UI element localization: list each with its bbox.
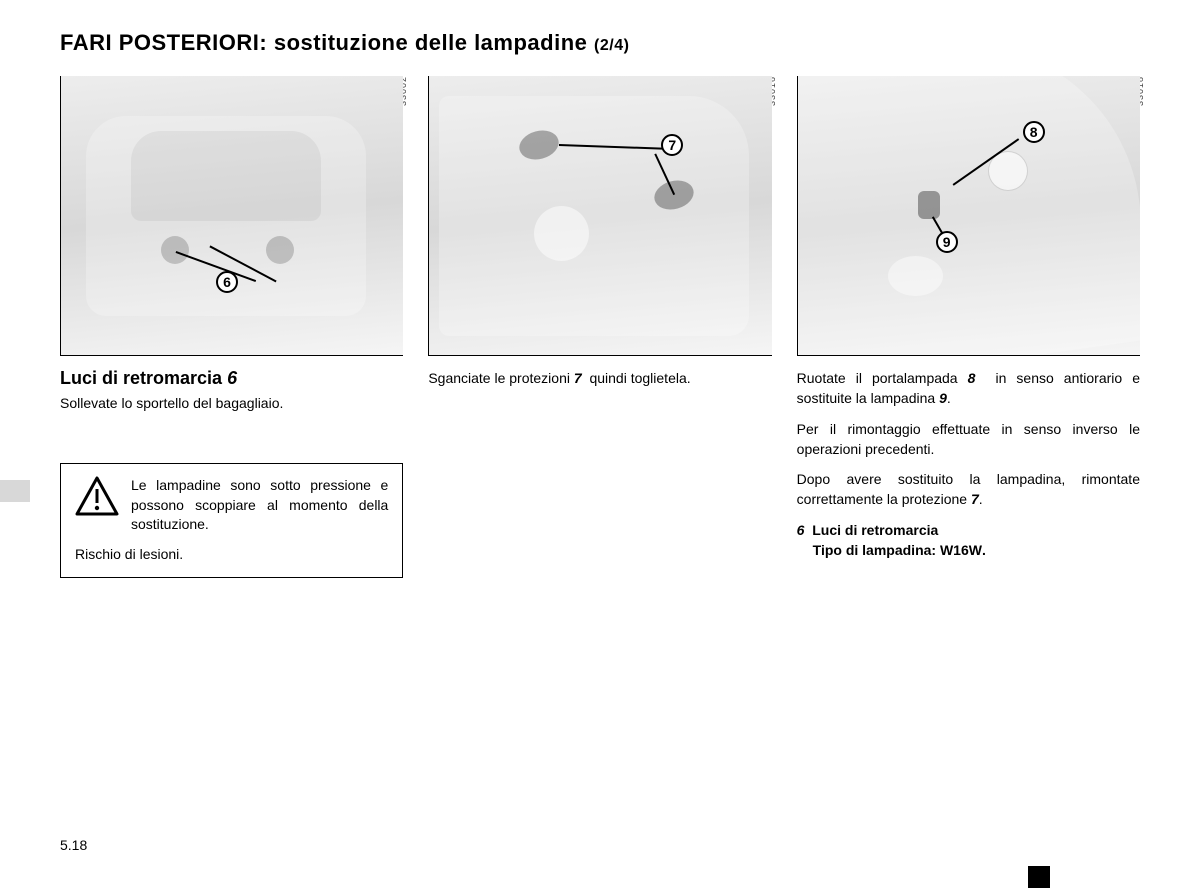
figure-2-wrap: 33016 7 xyxy=(428,76,771,356)
col3-p3-post: . xyxy=(979,491,983,507)
col3-spec-name: Luci di retromarcia xyxy=(812,522,938,538)
warning-text-1: Le lampadine sono sotto pressione e poss… xyxy=(131,476,388,535)
col3-p1-ref2: 9 xyxy=(939,390,947,406)
warning-box: Le lampadine sono sotto pressione e poss… xyxy=(60,463,403,577)
col3-p1: Ruotate il portalampada 8 in senso antio… xyxy=(797,368,1140,409)
figure-3: 8 9 xyxy=(797,76,1140,356)
page-number: 5.18 xyxy=(60,837,87,853)
figure-1-wrap: 33002 6 xyxy=(60,76,403,356)
col2-body-pre: Sganciate le protezioni xyxy=(428,370,570,386)
title-pager: (2/4) xyxy=(594,37,629,54)
page-title: FARI POSTERIORI: sostituzione delle lamp… xyxy=(60,30,1140,56)
col3-spec-ref: 6 xyxy=(797,522,805,538)
col1-heading-text: Luci di retromarcia xyxy=(60,368,222,388)
footer-tab xyxy=(1028,866,1050,888)
figure-2: 7 xyxy=(428,76,771,356)
title-main: FARI POSTERIORI: xyxy=(60,30,267,55)
col1-heading: Luci di retromarcia 6 xyxy=(60,368,403,389)
col1-heading-ref: 6 xyxy=(227,368,237,388)
callout-8: 8 xyxy=(1023,121,1045,143)
column-1: 33002 6 Luci di retromarcia 6 Sollevate … xyxy=(60,76,403,578)
warning-text-2: Rischio di lesioni. xyxy=(75,545,388,565)
col3-p2: Per il rimontaggio effettuate in senso i… xyxy=(797,419,1140,460)
col3-p1-pre: Ruotate il portalampada xyxy=(797,370,958,386)
col3-p3-ref: 7 xyxy=(971,491,979,507)
col3-p3: Dopo avere sostituito la lampadina, rimo… xyxy=(797,469,1140,510)
column-2: 33016 7 Sganciate le protezioni 7 quindi… xyxy=(428,76,771,578)
columns: 33002 6 Luci di retromarcia 6 Sollevate … xyxy=(60,76,1140,578)
callout-6: 6 xyxy=(216,271,238,293)
col3-spec: 6 Luci di retromarcia Tipo di lampadina:… xyxy=(797,520,1140,561)
figure-1: 6 xyxy=(60,76,403,356)
col3-p3-pre: Dopo avere sostituito la lampadina, rimo… xyxy=(797,471,1140,507)
title-sub: sostituzione delle lampadine xyxy=(274,30,588,55)
callout-9: 9 xyxy=(936,231,958,253)
warning-icon xyxy=(75,476,119,535)
col2-body-post: quindi toglietela. xyxy=(589,370,690,386)
col2-body-ref: 7 xyxy=(574,370,582,386)
figure-3-wrap: 33018 8 9 xyxy=(797,76,1140,356)
col1-body: Sollevate lo sportello del bagagliaio. xyxy=(60,393,403,413)
col2-body: Sganciate le protezioni 7 quindi togliet… xyxy=(428,368,771,388)
col3-p1-post: . xyxy=(947,390,951,406)
manual-page: FARI POSTERIORI: sostituzione delle lamp… xyxy=(0,0,1200,888)
column-3: 33018 8 9 Ruotate il portalampada 8 in s… xyxy=(797,76,1140,578)
col3-spec-type: Tipo di lampadina: W16W xyxy=(797,540,982,560)
col3-p1-ref1: 8 xyxy=(968,370,976,386)
